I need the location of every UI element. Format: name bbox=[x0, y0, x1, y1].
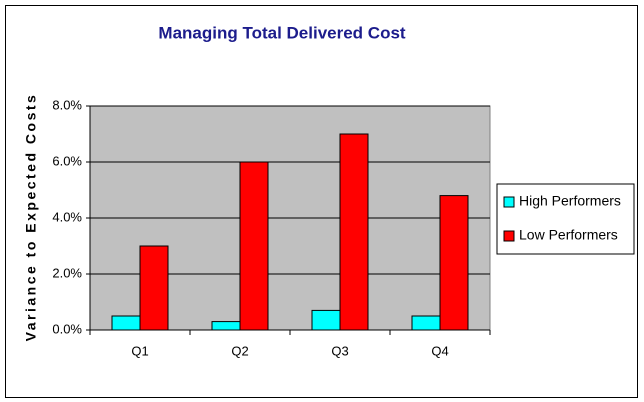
bar bbox=[111, 315, 141, 331]
bar bbox=[239, 161, 269, 331]
chart-title: Managing Total Delivered Cost bbox=[158, 23, 406, 42]
bar bbox=[411, 315, 441, 331]
bar bbox=[439, 195, 469, 331]
bar bbox=[211, 321, 241, 331]
y-axis-label: Variance to Expected Costs bbox=[23, 93, 39, 342]
y-tick-label: 8.0% bbox=[52, 97, 82, 112]
x-tick-label: Q4 bbox=[431, 343, 448, 358]
bar bbox=[311, 309, 341, 331]
y-tick-label: 2.0% bbox=[52, 265, 82, 280]
legend-swatch bbox=[503, 196, 515, 208]
bar bbox=[339, 133, 369, 331]
legend-box bbox=[496, 183, 635, 255]
y-tick-label: 0.0% bbox=[52, 321, 82, 336]
x-tick-label: Q2 bbox=[231, 343, 248, 358]
x-tick-label: Q3 bbox=[331, 343, 348, 358]
y-tick-label: 6.0% bbox=[52, 153, 82, 168]
y-tick-label: 4.0% bbox=[52, 209, 82, 224]
x-tick-label: Q1 bbox=[131, 343, 148, 358]
legend-label: High Performers bbox=[519, 193, 621, 209]
legend-swatch bbox=[503, 230, 515, 242]
bar bbox=[139, 245, 169, 331]
legend-label: Low Performers bbox=[519, 227, 618, 243]
